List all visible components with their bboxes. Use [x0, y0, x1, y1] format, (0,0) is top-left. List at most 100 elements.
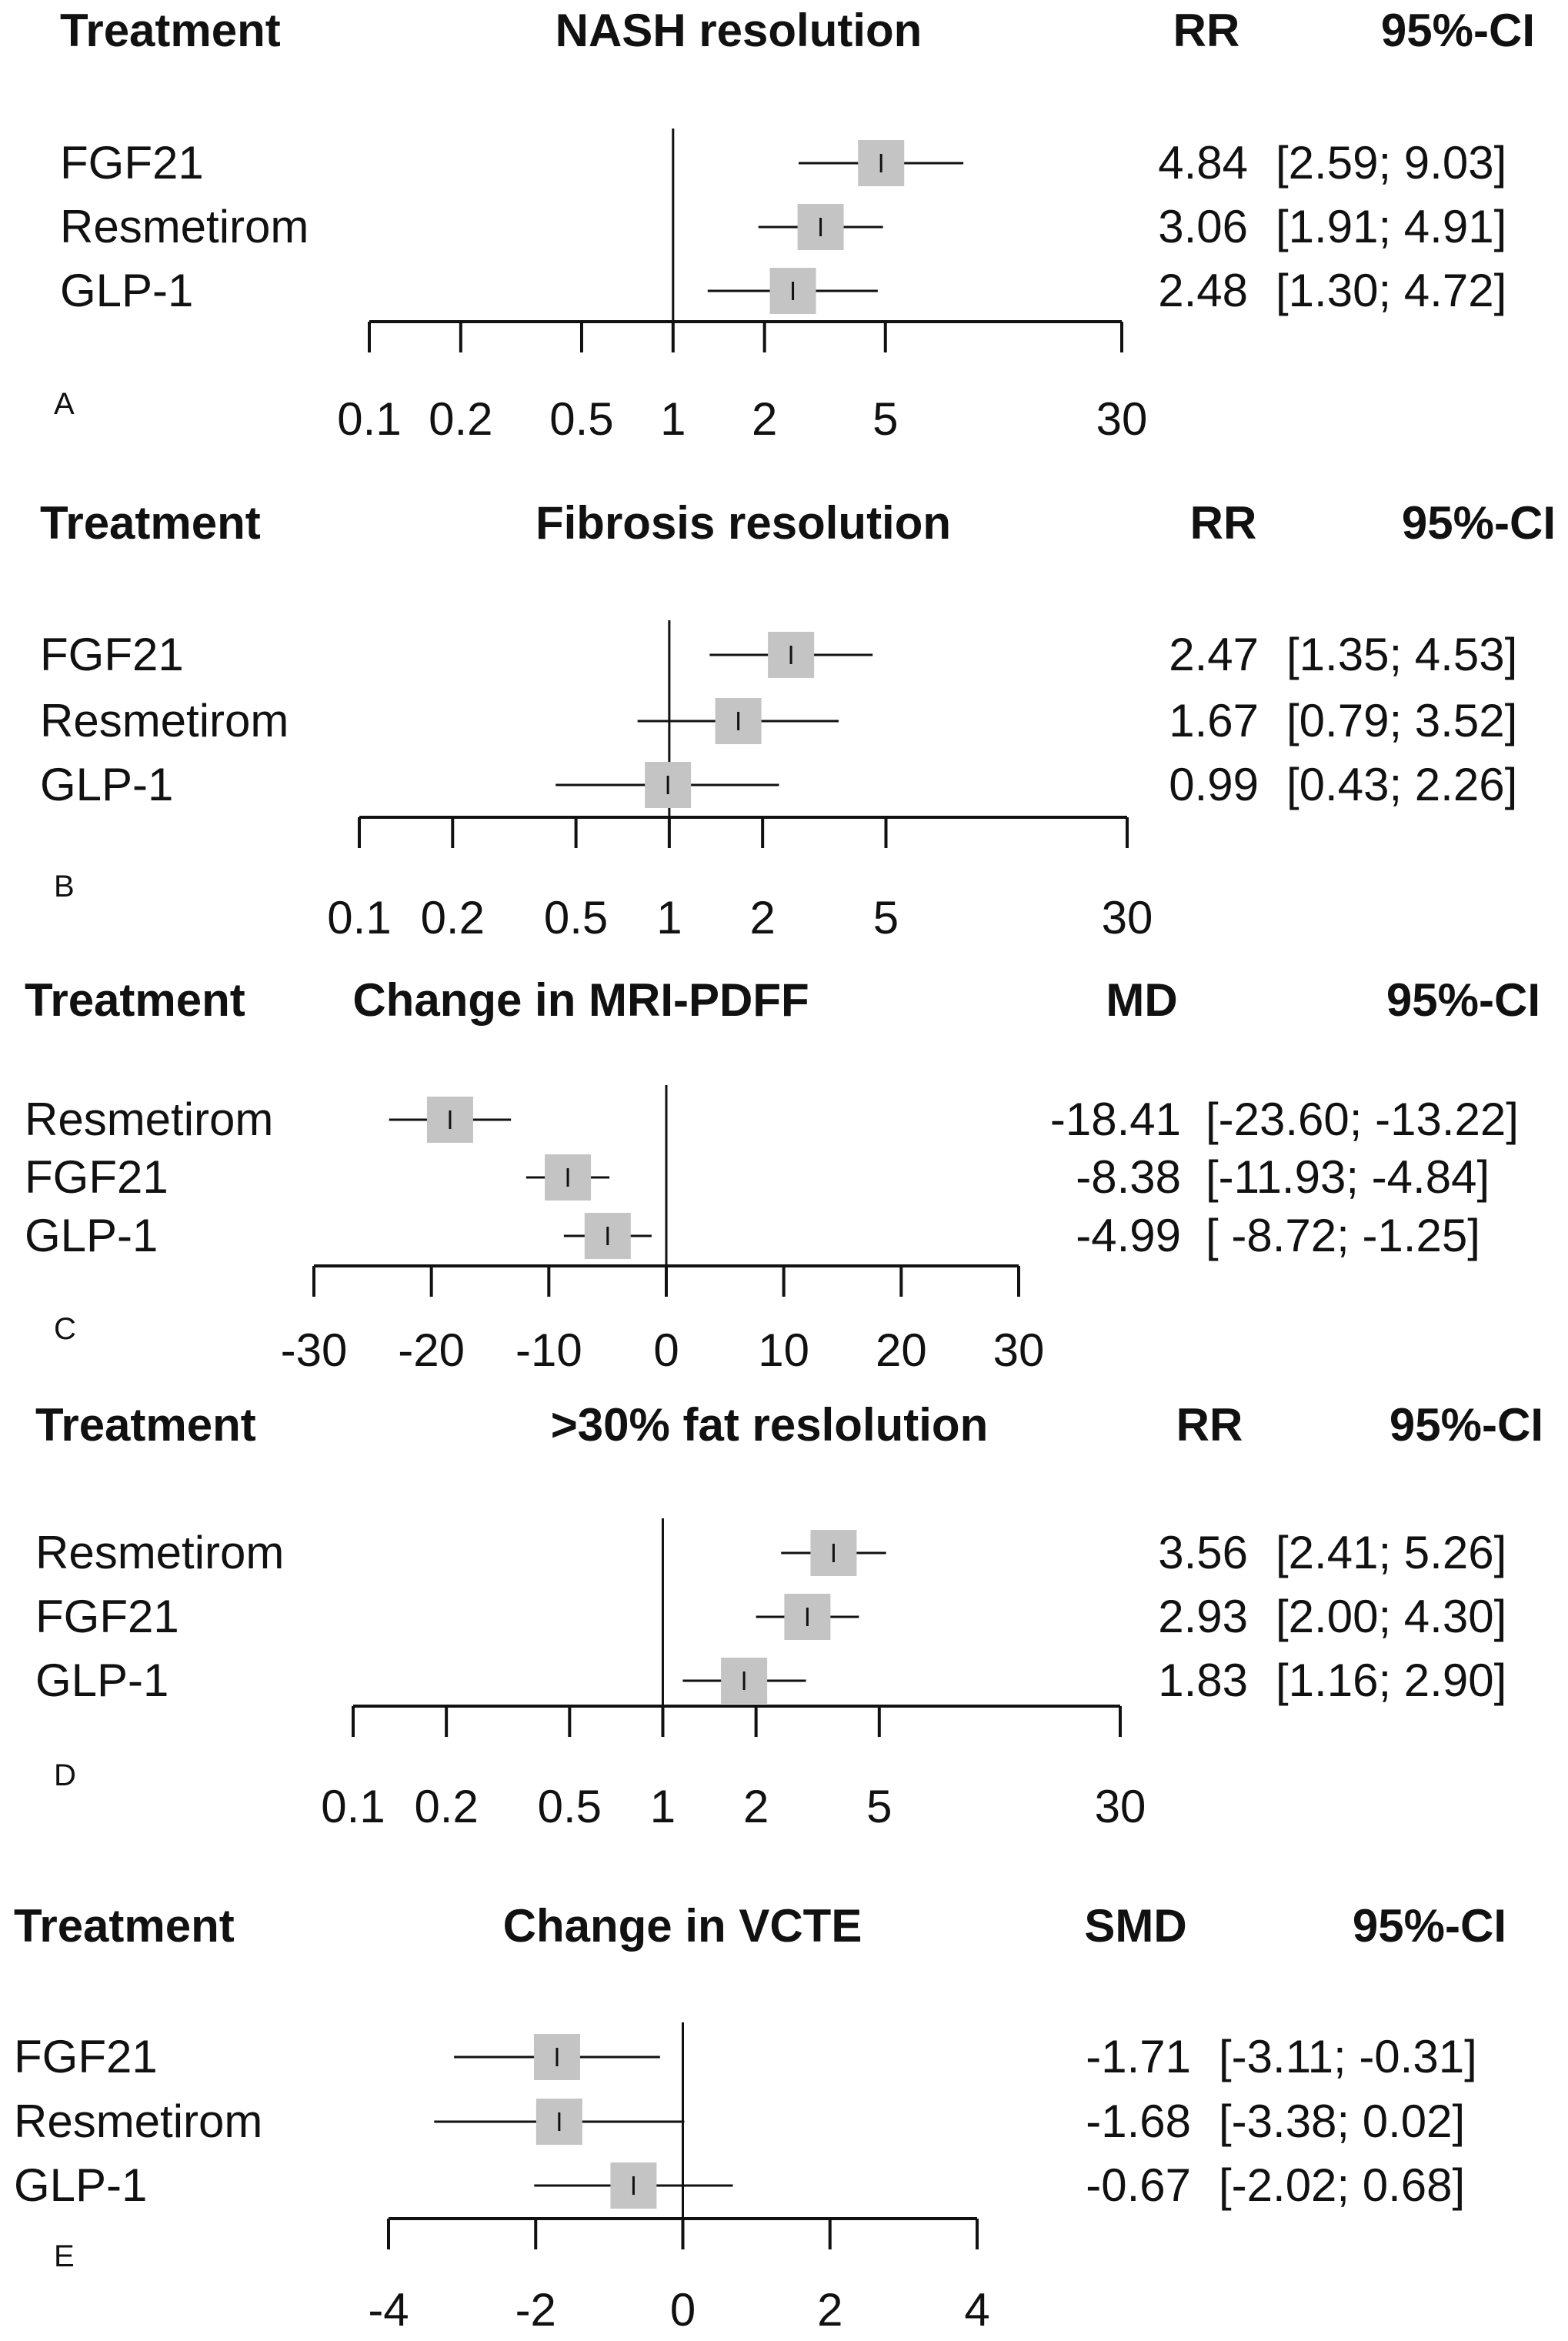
estimate-value: 2.47	[1169, 629, 1259, 680]
estimate-value: -0.67	[1086, 2159, 1191, 2211]
estimate-value: -4.99	[1076, 1210, 1181, 1261]
x-tick-label: 0.1	[337, 393, 401, 445]
estimate-value: -8.38	[1076, 1151, 1181, 1203]
ci-value: [-2.02; 0.68]	[1219, 2159, 1465, 2211]
ci-value: [-11.93; -4.84]	[1206, 1151, 1490, 1203]
treatment-label: Resmetirom	[14, 2096, 262, 2147]
panel-letter: C	[54, 1312, 76, 1346]
treatment-label: Resmetirom	[25, 1094, 273, 1145]
x-tick-label: 1	[656, 892, 682, 943]
x-tick-label: 0	[653, 1324, 679, 1376]
x-tick-label: 0.2	[429, 393, 492, 445]
estimate-value: 3.56	[1158, 1527, 1248, 1578]
panel-e: Treatment Change in VCTE SMD 95%-CI FGF21 -1.…	[14, 1900, 1506, 2336]
x-tick-label: 20	[876, 1324, 927, 1376]
header-measure: MD	[1106, 974, 1177, 1026]
x-tick-label: 0.5	[549, 393, 613, 445]
estimate-value: -1.68	[1086, 2096, 1191, 2147]
x-tick-label: 30	[1102, 892, 1153, 943]
ci-value: [1.30; 4.72]	[1276, 265, 1506, 316]
x-tick-label: -2	[515, 2284, 556, 2336]
estimate-value: 4.84	[1158, 137, 1248, 189]
treatment-label: GLP-1	[14, 2159, 147, 2211]
treatment-label: GLP-1	[60, 265, 193, 316]
header-ci: 95%-CI	[1390, 1399, 1543, 1451]
ci-value: [0.79; 3.52]	[1286, 695, 1517, 746]
x-tick-label: 2	[749, 892, 775, 943]
header-treatment: Treatment	[40, 497, 261, 549]
x-tick-label: 0.1	[327, 892, 391, 943]
treatment-label: Resmetirom	[60, 201, 309, 252]
ci-value: [-3.11; -0.31]	[1219, 2031, 1477, 2082]
treatment-label: FGF21	[60, 137, 204, 189]
x-tick-label: 5	[866, 1781, 892, 1832]
treatment-label: FGF21	[40, 629, 184, 680]
treatment-label: FGF21	[35, 1591, 179, 1642]
x-tick-label: -20	[398, 1324, 465, 1376]
x-tick-label: 2	[752, 393, 777, 445]
estimate-value: -1.71	[1086, 2031, 1191, 2082]
header-outcome: Change in VCTE	[503, 1900, 862, 1952]
x-tick-label: 5	[873, 892, 899, 943]
header-outcome: >30% fat reslolution	[551, 1399, 988, 1451]
estimate-value: -18.41	[1050, 1094, 1181, 1145]
header-measure: RR	[1176, 1399, 1243, 1451]
treatment-label: FGF21	[14, 2031, 158, 2082]
x-tick-label: 0.2	[414, 1781, 478, 1832]
treatment-label: Resmetirom	[40, 695, 289, 746]
estimate-value: 1.67	[1169, 695, 1259, 746]
ci-value: [ -8.72; -1.25]	[1206, 1210, 1480, 1261]
panel-c: Treatment Change in MRI-PDFF MD 95%-CI Resme…	[25, 974, 1540, 1376]
x-tick-label: 1	[650, 1781, 676, 1832]
header-treatment: Treatment	[14, 1900, 235, 1952]
ci-value: [-23.60; -13.22]	[1206, 1094, 1519, 1145]
treatment-label: GLP-1	[25, 1210, 158, 1261]
x-tick-label: 0.2	[421, 892, 485, 943]
x-tick-label: 2	[817, 2284, 842, 2336]
header-ci: 95%-CI	[1353, 1900, 1506, 1952]
panel-letter: A	[54, 387, 75, 421]
ci-value: [1.35; 4.53]	[1286, 629, 1517, 680]
treatment-label: GLP-1	[40, 759, 173, 810]
header-treatment: Treatment	[35, 1399, 256, 1451]
estimate-value: 1.83	[1158, 1655, 1248, 1706]
ci-value: [2.00; 4.30]	[1276, 1591, 1506, 1642]
panel-d: Treatment >30% fat reslolution RR 95%-CI Res…	[35, 1399, 1543, 1832]
x-tick-label: 0.5	[544, 892, 608, 943]
panel-letter: E	[54, 2239, 75, 2273]
treatment-label: Resmetirom	[35, 1527, 284, 1578]
x-tick-label: 0	[670, 2284, 696, 2336]
panel-a: Treatment NASH resolution RR 95%-CI FGF21 4.8…	[54, 5, 1535, 445]
x-tick-label: 30	[1095, 1781, 1146, 1832]
panel-letter: B	[54, 870, 75, 903]
header-treatment: Treatment	[60, 5, 281, 56]
x-tick-label: 30	[1096, 393, 1148, 445]
x-tick-label: -4	[368, 2284, 409, 2336]
header-measure: RR	[1190, 497, 1257, 549]
x-tick-label: -30	[281, 1324, 348, 1376]
x-tick-label: 10	[758, 1324, 809, 1376]
x-tick-label: -10	[515, 1324, 582, 1376]
header-ci: 95%-CI	[1402, 497, 1556, 549]
treatment-label: GLP-1	[35, 1655, 168, 1706]
header-measure: RR	[1173, 5, 1240, 56]
header-outcome: NASH resolution	[555, 5, 922, 56]
header-treatment: Treatment	[25, 974, 245, 1026]
estimate-value: 2.93	[1158, 1591, 1248, 1642]
x-tick-label: 1	[660, 393, 686, 445]
x-tick-label: 30	[993, 1324, 1045, 1376]
ci-value: [0.43; 2.26]	[1286, 759, 1517, 810]
header-ci: 95%-CI	[1381, 5, 1535, 56]
header-outcome: Fibrosis resolution	[535, 497, 951, 549]
treatment-label: FGF21	[25, 1151, 168, 1203]
header-outcome: Change in MRI-PDFF	[352, 974, 809, 1026]
estimate-value: 0.99	[1169, 759, 1259, 810]
panel-b: Treatment Fibrosis resolution RR 95%-CI FGF2…	[40, 497, 1556, 943]
x-tick-label: 0.5	[538, 1781, 602, 1832]
estimate-value: 2.48	[1158, 265, 1248, 316]
ci-value: [2.59; 9.03]	[1276, 137, 1506, 189]
ci-value: [-3.38; 0.02]	[1219, 2096, 1465, 2147]
x-tick-label: 4	[964, 2284, 989, 2336]
ci-value: [2.41; 5.26]	[1276, 1527, 1506, 1578]
